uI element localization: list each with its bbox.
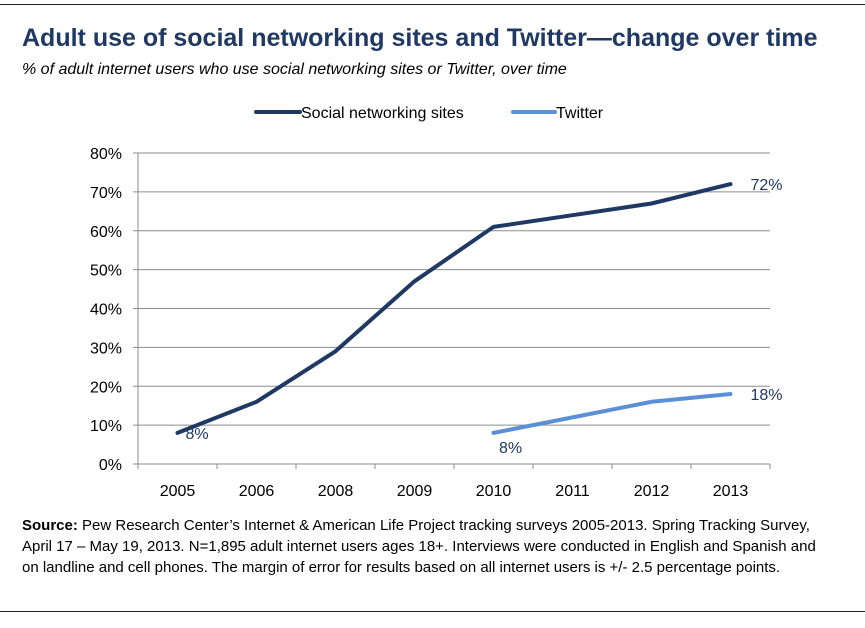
- x-tick-label: 2008: [318, 483, 354, 500]
- source-text: Pew Research Center’s Internet & America…: [22, 517, 816, 576]
- series-line-twitter: [491, 392, 733, 435]
- y-tick-label: 80%: [90, 146, 122, 163]
- y-tick-label: 60%: [90, 224, 122, 241]
- x-tick-label: 2012: [634, 483, 670, 500]
- legend-label-social: Social networking sites: [301, 105, 464, 122]
- x-tick-label: 2006: [239, 483, 275, 500]
- data-label: 72%: [751, 177, 783, 194]
- x-tick-label: 2013: [713, 483, 749, 500]
- y-tick-label: 20%: [90, 379, 122, 396]
- legend-label-twitter: Twitter: [556, 105, 604, 122]
- legend: Social networking sites Twitter: [254, 105, 604, 122]
- x-tick-label: 2011: [555, 483, 590, 500]
- y-tick-label: 70%: [90, 185, 122, 202]
- series-lines: [175, 182, 733, 435]
- data-labels: 8% 72% 8% 18%: [186, 177, 783, 457]
- series-line-social-networking: [175, 182, 733, 435]
- chart-title: Adult use of social networking sites and…: [22, 24, 818, 52]
- x-tick-label: 2010: [476, 483, 512, 500]
- y-tick-label: 0%: [99, 457, 122, 474]
- source-note: Source: Pew Research Center’s Internet &…: [22, 515, 832, 578]
- x-tick-label: 2009: [397, 483, 433, 500]
- y-tick-label: 40%: [90, 302, 122, 319]
- y-tick-label: 10%: [90, 418, 122, 435]
- y-tick-label: 50%: [90, 263, 122, 280]
- x-tick-label: 2005: [160, 483, 196, 500]
- data-label: 8%: [186, 426, 209, 443]
- y-tick-label: 30%: [90, 340, 122, 357]
- gridlines: [138, 152, 770, 426]
- bottom-rule: [0, 611, 865, 612]
- y-axis: 0% 10% 20% 30% 40% 50% 60% 70% 80%: [90, 146, 139, 474]
- chart-subtitle: % of adult internet users who use social…: [22, 61, 567, 78]
- top-rule: [0, 4, 865, 5]
- source-label: Source:: [22, 517, 78, 534]
- x-axis: 2005 2006 2008 2009 2010 2011 2012 2013: [137, 463, 771, 500]
- line-chart: Social networking sites Twitter 0% 10% 20%…: [90, 105, 783, 500]
- data-label: 18%: [751, 387, 783, 404]
- data-label: 8%: [499, 440, 522, 457]
